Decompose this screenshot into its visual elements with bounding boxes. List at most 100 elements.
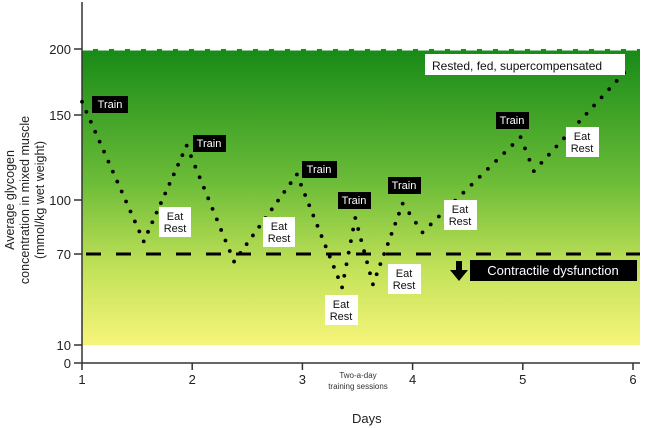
svg-text:Rested, fed, supercompensated: Rested, fed, supercompensated: [432, 59, 602, 73]
data-point: [257, 224, 262, 229]
data-point: [202, 185, 206, 190]
two-a-day-label-1: Two-a-day: [339, 371, 376, 380]
svg-text:Train: Train: [500, 115, 525, 127]
data-point: [214, 217, 219, 222]
data-point: [232, 259, 236, 264]
data-point: [400, 201, 405, 206]
y-tick-label: 150: [49, 108, 71, 123]
data-point: [311, 213, 316, 218]
svg-text:Train: Train: [98, 99, 123, 111]
data-point: [344, 262, 349, 267]
data-point: [137, 229, 142, 234]
data-point: [97, 139, 102, 144]
data-point: [167, 182, 172, 186]
data-point: [132, 219, 137, 224]
x-tick-label: 4: [409, 372, 416, 387]
y-axis-label-line1: Average glycogen: [3, 150, 17, 250]
data-point: [288, 181, 293, 186]
data-point: [346, 250, 351, 255]
x-tick-label: 2: [189, 372, 196, 387]
data-point: [356, 227, 361, 231]
data-point: [80, 99, 84, 104]
data-point: [128, 209, 133, 214]
train-label: Train: [193, 135, 226, 152]
data-point: [336, 275, 340, 280]
svg-text:Train: Train: [197, 138, 222, 150]
data-point: [84, 109, 89, 114]
data-point: [93, 129, 98, 134]
x-tick-label: 5: [519, 372, 526, 387]
svg-text:Eat: Eat: [452, 204, 469, 216]
x-tick-label: 3: [299, 372, 306, 387]
data-point: [323, 244, 328, 249]
data-point: [110, 169, 115, 174]
supercompensated-label: Rested, fed, supercompensated: [425, 54, 625, 75]
y-tick-label: 70: [57, 247, 71, 262]
data-point: [251, 233, 255, 238]
svg-text:Contractile dysfunction: Contractile dysfunction: [487, 263, 619, 278]
data-point: [146, 229, 150, 234]
data-point: [319, 234, 324, 238]
svg-text:Rest: Rest: [268, 233, 291, 245]
data-point: [119, 189, 124, 194]
svg-text:Eat: Eat: [396, 268, 413, 280]
svg-text:Eat: Eat: [167, 211, 184, 223]
data-point: [269, 207, 274, 212]
data-point: [299, 182, 303, 187]
data-point: [477, 174, 482, 179]
data-point: [539, 161, 544, 165]
data-point: [206, 196, 211, 201]
data-point: [599, 95, 604, 100]
svg-text:Rest: Rest: [330, 311, 353, 323]
data-point: [510, 143, 515, 147]
data-point: [238, 250, 243, 255]
data-point: [303, 193, 308, 197]
data-point: [527, 157, 532, 162]
data-point: [331, 264, 336, 269]
data-point: [141, 239, 146, 244]
two-a-day-label-2: training sessions: [328, 382, 388, 391]
data-point: [342, 273, 347, 278]
data-point: [531, 169, 536, 174]
svg-text:Train: Train: [392, 180, 417, 192]
data-point: [371, 282, 375, 287]
data-point: [486, 166, 490, 171]
data-point: [219, 228, 224, 232]
data-point: [351, 227, 355, 232]
data-point: [436, 214, 441, 219]
data-point: [554, 144, 559, 149]
data-point: [184, 143, 189, 148]
data-point: [176, 162, 180, 167]
svg-text:Rest: Rest: [164, 223, 187, 235]
data-point: [502, 151, 507, 155]
data-point: [276, 198, 280, 203]
data-point: [461, 190, 466, 195]
y-tick-label: 0: [64, 356, 71, 371]
data-point: [88, 119, 93, 124]
data-point: [382, 252, 386, 256]
data-point: [469, 182, 474, 187]
data-point: [159, 201, 163, 205]
data-point: [189, 154, 193, 159]
data-point: [348, 239, 353, 244]
x-axis-label: Days: [352, 411, 382, 426]
svg-text:Rest: Rest: [393, 280, 416, 292]
data-point: [385, 242, 390, 246]
train-label: Train: [496, 112, 529, 129]
data-point: [210, 206, 215, 211]
y-tick-label: 100: [49, 193, 71, 208]
data-point: [518, 135, 523, 140]
data-point: [171, 172, 176, 177]
contractile-dysfunction-label: Contractile dysfunction: [470, 260, 637, 281]
data-point: [197, 175, 202, 180]
train-label: Train: [92, 96, 128, 113]
svg-text:Eat: Eat: [333, 299, 350, 311]
data-point: [562, 136, 566, 141]
down-arrow-icon: [450, 261, 468, 281]
data-point: [180, 153, 185, 158]
data-point: [315, 223, 320, 228]
